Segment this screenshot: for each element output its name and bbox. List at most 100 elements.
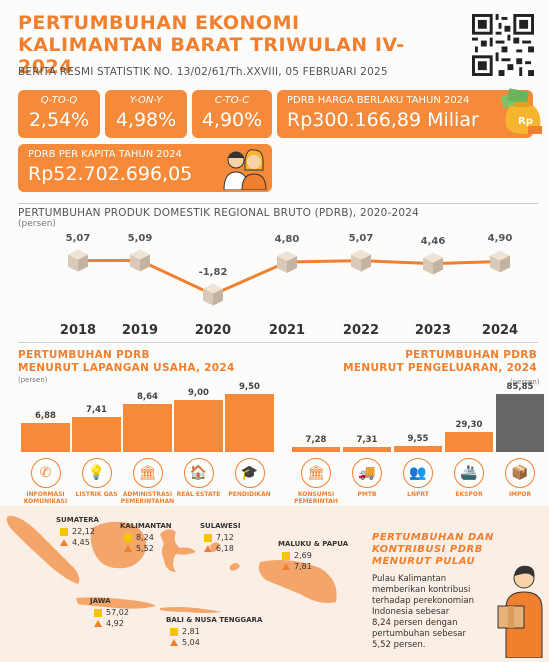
pulau-text-line: memberikan kontribusi: [372, 585, 471, 595]
pulau-title-line-2: KONTRIBUSI PDRB: [372, 544, 483, 555]
growth-year-label: 2023: [414, 323, 452, 338]
divider-mid: [18, 342, 538, 343]
pulau-title-line-3: MENURUT PULAU: [372, 556, 476, 567]
island-share-row: 2,81: [170, 627, 200, 636]
phone-icon: ✆: [30, 458, 61, 488]
title-line-1: PERTUMBUHAN EKONOMI: [18, 12, 300, 34]
usaha-panel-unit: (persen): [18, 376, 48, 384]
growth-value-label: 4,90: [487, 233, 513, 245]
divider-top: [18, 203, 538, 204]
growth-year-label: 2020: [194, 323, 232, 338]
qr-code-icon[interactable]: [472, 14, 534, 76]
yony-label: Y-ON-Y: [129, 95, 163, 106]
category-label: PMTB: [357, 491, 377, 498]
island-share-value: 8,24: [136, 533, 154, 542]
growth-line-chart: [68, 249, 510, 306]
share-legend-square: [124, 533, 132, 542]
growth-value-label: 4,46: [420, 235, 446, 247]
bar-value-label: 7,41: [86, 405, 107, 416]
usaha-title-line-1: PERTUMBUHAN PDRB: [18, 349, 150, 361]
island-name-label: JAWA: [90, 597, 111, 605]
island-name-label: KALIMANTAN: [120, 522, 172, 530]
bar-value-label: 85,85: [506, 382, 534, 392]
qtoq-card: Q-TO-Q 2,54%: [18, 90, 100, 138]
island-share-value: 2,81: [182, 627, 200, 636]
category-label: PENDIDIKAN: [228, 491, 271, 498]
bar-pengeluaran: [496, 394, 544, 452]
people-icon: [223, 149, 267, 190]
growth-year-label: 2021: [268, 323, 306, 338]
growth-year-label: 2024: [481, 323, 519, 338]
svg-text:Rp: Rp: [518, 116, 533, 127]
island-share-row: 57,02: [94, 608, 129, 617]
growth-point-box: [490, 250, 510, 273]
page-title: PERTUMBUHAN EKONOMI KALIMANTAN BARAT TRI…: [18, 12, 458, 78]
bar-usaha: [72, 417, 121, 452]
category-label: LNPRT: [407, 491, 429, 498]
bar-value-label: 9,00: [188, 387, 209, 398]
bar-value-label: 6,88: [35, 411, 56, 422]
pulau-panel-title: PERTUMBUHAN DAN KONTRIBUSI PDRB MENURUT …: [372, 532, 494, 568]
island-growth-value: 7,81: [294, 562, 312, 571]
growth-legend-triangle: [124, 545, 132, 552]
yony-card: Y-ON-Y 4,98%: [105, 90, 187, 138]
island-share-value: 7,12: [216, 533, 234, 542]
growth-point-box: [351, 249, 371, 272]
growth-section-unit: (persen): [18, 219, 56, 229]
category-label: INFORMASI KOMUNIKASI: [23, 491, 68, 505]
growth-year-label: 2022: [342, 323, 380, 338]
island-growth-row: 4,45: [60, 538, 90, 547]
page-subtitle: BERITA RESMI STATISTIK NO. 13/02/61/Th.X…: [18, 66, 388, 78]
bar-value-label: 7,28: [305, 435, 327, 446]
title-line-2: KALIMANTAN BARAT TRIWULAN IV-2024: [18, 34, 405, 78]
qtoq-value: 2,54%: [28, 109, 90, 131]
category-label: EKSPOR: [455, 491, 483, 498]
pulau-text-line: Pulau Kalimantan: [372, 574, 447, 584]
growth-point-box: [277, 250, 297, 273]
container-icon: 📦: [505, 458, 535, 488]
ship-icon: 🚢: [454, 458, 484, 488]
island-growth-row: 5,04: [170, 638, 200, 647]
pengeluaran-panel-unit: (persen): [510, 378, 540, 386]
bar-value-label: 9,55: [407, 433, 429, 444]
usaha-panel-title: PERTUMBUHAN PDRB MENURUT LAPANGAN USAHA,…: [18, 349, 235, 375]
pdrb-hb-value: Rp300.166,89 Miliar: [287, 109, 479, 131]
growth-legend-triangle: [60, 539, 68, 546]
island-growth-row: 6,18: [204, 544, 234, 553]
category-label: KONSUMSI PEMERINTAH: [294, 491, 338, 505]
island-growth-row: 5,52: [124, 544, 154, 553]
bar-usaha: [21, 423, 70, 452]
pdrb-harga-berlaku-card: PDRB HARGA BERLAKU TAHUN 2024 Rp300.166,…: [277, 90, 533, 138]
ctoc-label: C-TO-C: [214, 95, 250, 106]
island-growth-value: 4,45: [72, 538, 90, 547]
usaha-title-line-2: MENURUT LAPANGAN USAHA, 2024: [18, 362, 235, 374]
pulau-text-line: 5,52 persen.: [372, 640, 426, 650]
bar-usaha: [123, 403, 172, 452]
pengeluaran-title-line-1: PERTUMBUHAN PDRB: [405, 349, 537, 361]
bulb-icon: 💡: [81, 458, 112, 488]
share-legend-square: [204, 533, 212, 542]
growth-value-label: 5,07: [65, 232, 91, 244]
per-kapita-value: Rp52.702.696,05: [28, 163, 193, 185]
indonesia-map: [6, 515, 337, 613]
growth-section-title: PERTUMBUHAN PRODUK DOMESTIK REGIONAL BRU…: [18, 207, 420, 219]
island-name-label: SULAWESI: [200, 522, 241, 530]
island-share-value: 57,02: [106, 608, 129, 617]
money-bag-icon: Rp: [501, 88, 542, 134]
growth-value-label: -1,82: [198, 266, 228, 278]
government-building-icon: 🏛: [301, 458, 331, 488]
island-name-label: MALUKU & PAPUA: [278, 540, 349, 548]
pulau-text: Pulau Kalimantan memberikan kontribusi t…: [372, 574, 474, 651]
category-label: IMPOR: [508, 491, 532, 498]
per-kapita-label: PDRB PER KAPITA TAHUN 2024: [28, 149, 182, 160]
pulau-title-line-1: PERTUMBUHAN DAN: [372, 532, 494, 543]
pulau-text-line: pertumbuhan sebesar: [372, 629, 467, 639]
island-share-row: 7,12: [204, 533, 234, 542]
graduate-icon: 🎓: [234, 458, 265, 488]
pulau-text-line: 8,24 persen dengan: [372, 618, 458, 628]
growth-point-box: [68, 249, 88, 272]
share-legend-square: [60, 527, 68, 536]
truck-icon: 🚚: [352, 458, 382, 488]
qtoq-label: Q-TO-Q: [40, 95, 78, 106]
